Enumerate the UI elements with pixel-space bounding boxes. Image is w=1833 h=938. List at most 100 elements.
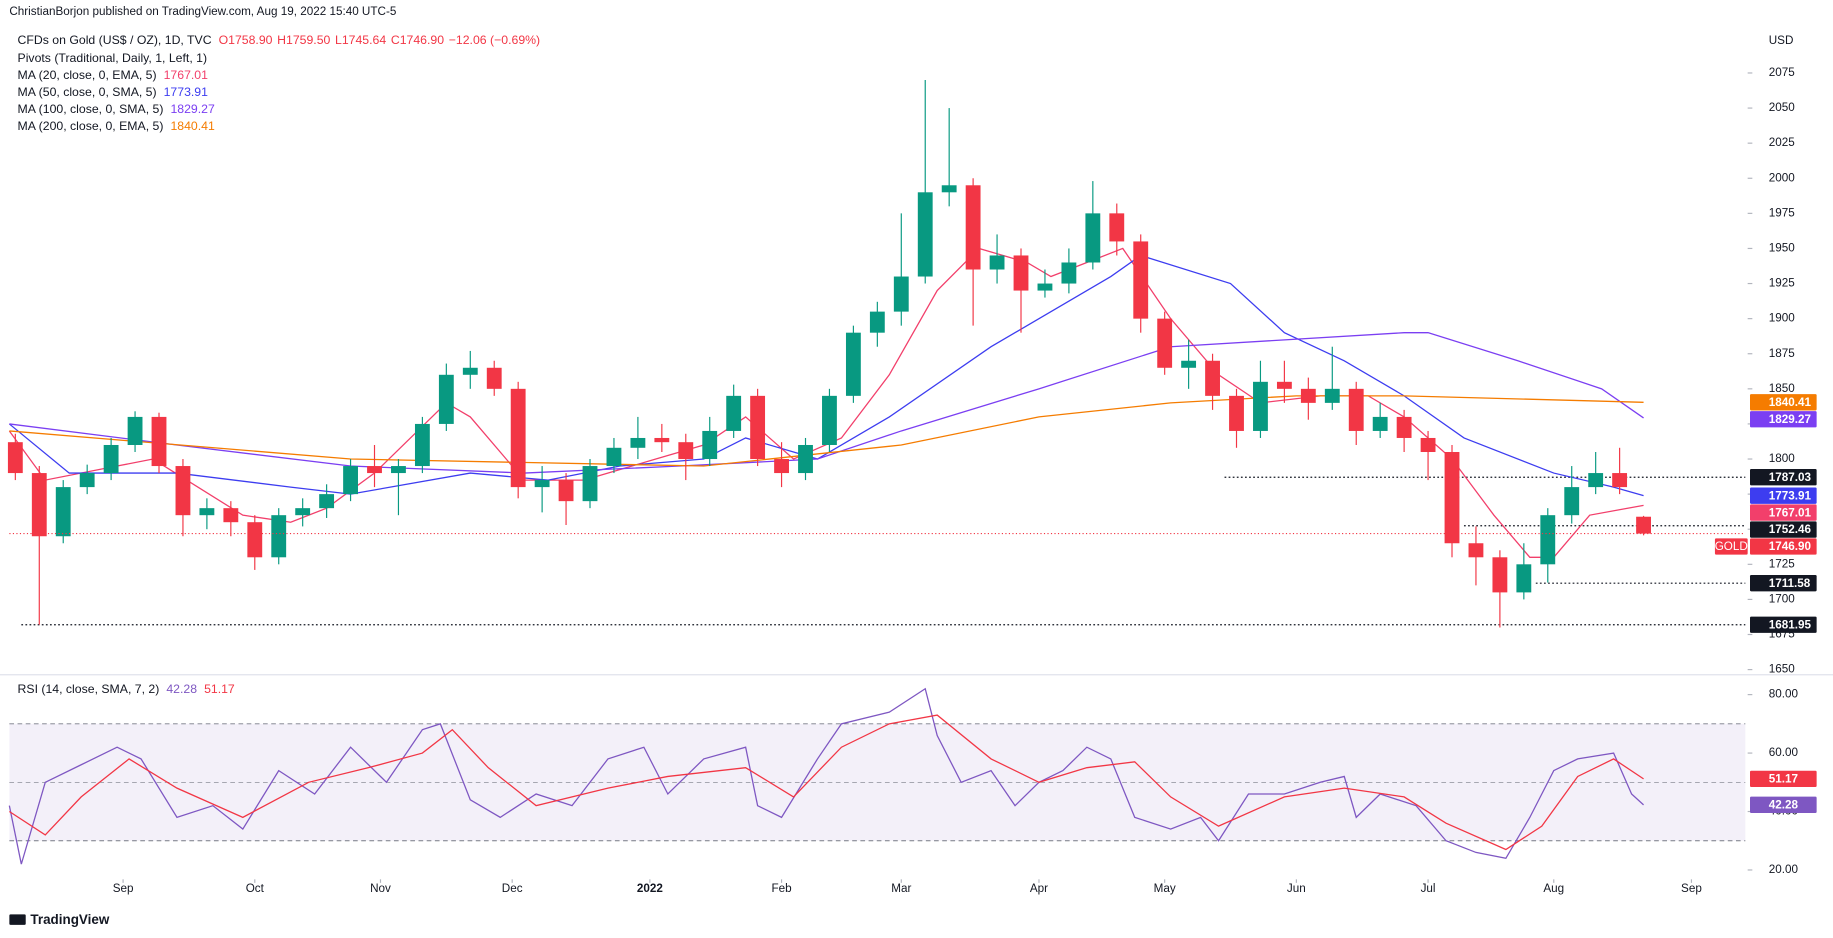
price-badge: 1752.46: [1750, 521, 1817, 538]
candle-body: [199, 508, 215, 516]
y-tick-label: 1650: [1769, 663, 1796, 676]
y-tick-label: 2050: [1769, 101, 1796, 114]
pivots-legend: Pivots (Traditional, Daily, 1, Left, 1): [18, 51, 208, 65]
candle-body: [1133, 241, 1149, 319]
ma-legend-name: MA (20, close, 0, EMA, 5): [18, 68, 157, 82]
candle-body: [534, 480, 550, 488]
candle-body: [1612, 473, 1628, 488]
candle-body: [1564, 487, 1580, 516]
candle-body: [486, 367, 502, 389]
x-tick-label: 2022: [637, 882, 664, 895]
y-tick-label: 1900: [1769, 312, 1796, 325]
candle-body: [654, 437, 670, 443]
publisher-line: ChristianBorjon published on TradingView…: [9, 5, 397, 18]
symbol-legend: CFDs on Gold (US$ / OZ), 1D, TVC O1758.90…: [18, 33, 541, 47]
candle-body: [1037, 283, 1053, 291]
price-badge: 1787.03: [1750, 469, 1817, 486]
candle-body: [845, 332, 861, 396]
y-tick-label: 1800: [1769, 452, 1796, 465]
candle-body: [1468, 543, 1484, 558]
candle-body: [367, 466, 382, 474]
rsi-line: [8, 687, 1644, 865]
candle-body: [1636, 516, 1651, 534]
y-tick-label: 2000: [1769, 171, 1796, 184]
ma-legend: MA (20, close, 0, EMA, 5) 1767.01: [18, 68, 209, 82]
price-badge-box: [1750, 411, 1817, 428]
candle-body: [55, 487, 71, 537]
price-badge: 1840.41: [1750, 394, 1817, 411]
price-badge: 1681.95: [1750, 616, 1817, 633]
candle-body: [79, 473, 95, 488]
price-badge-label: 1746.90: [1769, 540, 1812, 553]
candle-body: [1396, 416, 1412, 438]
candle-body: [893, 276, 909, 312]
price-badge-label: 1787.03: [1769, 471, 1812, 484]
moving-average: [8, 247, 1644, 558]
candle-body: [798, 444, 813, 474]
high: H1759.50: [277, 33, 330, 47]
candle-body: [151, 416, 167, 467]
rsi-line: [9, 714, 1644, 851]
candle-body: [774, 459, 789, 474]
candle-body: [1300, 388, 1316, 403]
candle-body: [989, 255, 1005, 270]
candle-body: [223, 508, 239, 523]
candle-body: [1444, 452, 1460, 544]
low: L1745.64: [335, 33, 386, 47]
candle-body: [1157, 318, 1173, 368]
price-badge: 1767.01: [1750, 504, 1817, 521]
ma-legend-value: 1767.01: [164, 68, 209, 82]
x-tick-label: Apr: [1030, 882, 1048, 895]
ticker-badge-box: [1714, 538, 1748, 555]
price-badge-box: [1750, 504, 1817, 521]
ma-legend: MA (200, close, 0, EMA, 5) 1840.41: [18, 119, 215, 133]
price-badge-box: [1750, 521, 1817, 538]
y-tick-label: 1850: [1769, 382, 1796, 395]
x-tick-label: Jul: [1421, 882, 1436, 895]
ma-legend: MA (100, close, 0, SMA, 5) 1829.27: [18, 102, 215, 116]
price-badge-label: 1711.58: [1769, 577, 1811, 590]
x-tick-label: Dec: [502, 882, 523, 895]
price-badge-label: 1767.01: [1769, 506, 1812, 519]
close: C1746.90: [391, 33, 444, 47]
rsi-legend-value: 42.28: [166, 682, 197, 696]
symbol: CFDs on Gold (US$ / OZ), 1D, TVC: [18, 33, 212, 47]
candle-body: [1348, 388, 1364, 431]
candle-body: [7, 442, 23, 474]
candle-body: [726, 395, 742, 431]
candle-body: [391, 466, 406, 474]
moving-average: [8, 254, 1644, 497]
x-tick-label: Nov: [370, 882, 391, 895]
y-tick-label: 60.00: [1769, 746, 1799, 759]
moving-average: [9, 395, 1644, 467]
candle-body: [175, 466, 191, 516]
change: −12.06 (−0.69%): [449, 33, 540, 47]
price-badge-box: [1750, 770, 1817, 788]
y-tick-label: 1700: [1769, 593, 1796, 606]
candle-body: [822, 395, 837, 445]
candle-body: [1253, 381, 1268, 431]
candle-body: [558, 480, 574, 502]
candle-body: [941, 185, 957, 193]
candle-body: [750, 395, 766, 460]
ma-legend-value: 1773.91: [164, 85, 209, 99]
candle-body: [1109, 213, 1125, 242]
currency: USD: [1769, 34, 1794, 47]
price-badge-label: 1681.95: [1769, 618, 1812, 631]
y-tick-label: 20.00: [1769, 863, 1799, 876]
footer-brand: TradingView: [30, 912, 109, 927]
candle-body: [1205, 360, 1220, 396]
y-tick-label: 2025: [1769, 136, 1796, 149]
candle-body: [702, 430, 718, 460]
x-tick-label: Oct: [246, 882, 265, 895]
candle-body: [1276, 381, 1292, 389]
price-badge: 42.28: [1750, 796, 1817, 814]
x-tick-label: Aug: [1543, 882, 1564, 895]
y-tick-label: 2075: [1769, 66, 1796, 79]
candle-body: [127, 416, 143, 445]
candle-body: [582, 466, 598, 502]
ma-legend: MA (50, close, 0, SMA, 5) 1773.91: [18, 85, 209, 99]
candle-body: [31, 473, 47, 537]
